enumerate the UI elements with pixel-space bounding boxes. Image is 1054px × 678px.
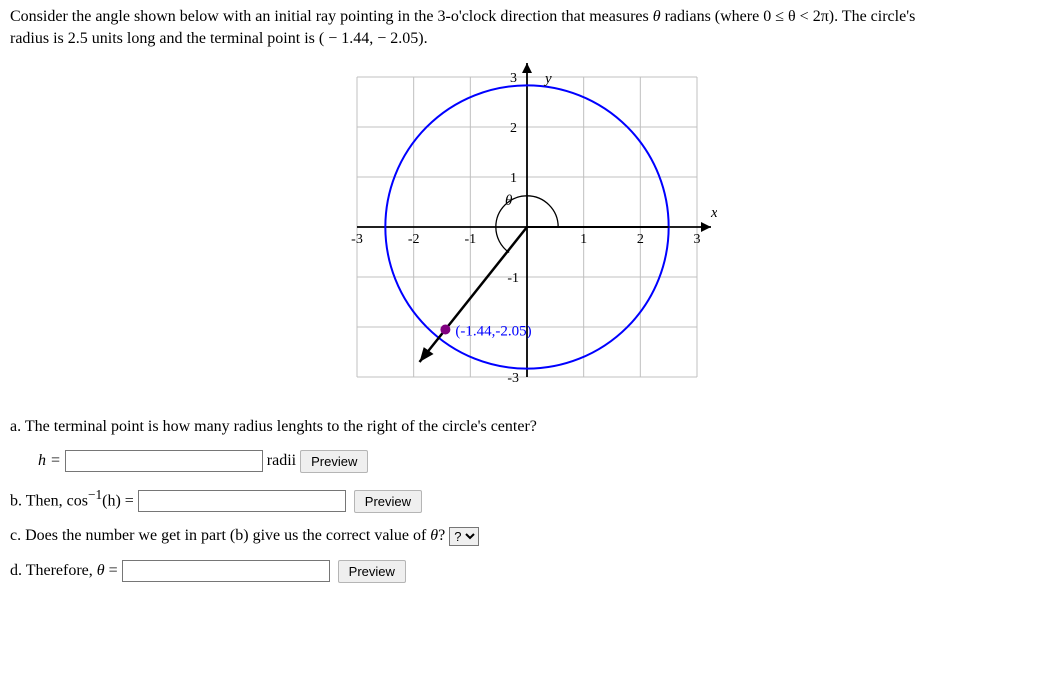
prompt-range: 0 ≤ θ < 2π [763,8,829,25]
svg-text:3: 3 [694,232,701,247]
svg-text:(-1.44,-2.05): (-1.44,-2.05) [455,323,531,339]
prompt-line1-pre: Consider the angle shown below with an i… [10,8,653,25]
qb-sup: −1 [88,487,102,502]
preview-button-d[interactable]: Preview [338,560,406,583]
prompt-line2: radius is 2.5 units long and the termina… [10,30,428,47]
prompt-line1-mid: radians (where [661,8,764,25]
qc-post: ? [438,527,449,544]
coordinate-figure: -3 -2 -1 1 2 3 3 2 1 -1 -3 x y θ (-1.44,-2.05) [337,57,717,397]
svg-text:1: 1 [510,171,517,186]
svg-text:-1: -1 [507,271,519,286]
svg-text:-2: -2 [408,232,420,247]
h-input[interactable] [65,450,263,472]
problem-statement: Consider the angle shown below with an i… [10,6,1044,51]
prompt-theta: θ [653,8,661,25]
qa-text: a. The terminal point is how many radius… [10,418,537,435]
svg-text:x: x [710,205,717,221]
preview-button-b[interactable]: Preview [354,490,422,513]
svg-text:2: 2 [510,121,517,136]
svg-text:3: 3 [510,71,517,86]
question-d: d. Therefore, θ = Preview [10,560,1044,583]
question-b: b. Then, cos−1(h) = Preview [10,487,1044,513]
qd-post: = [105,562,122,579]
qc-pre: c. Does the number we get in part (b) gi… [10,527,430,544]
question-a: a. The terminal point is how many radius… [10,418,1044,473]
preview-button-a[interactable]: Preview [300,450,368,473]
figure-container: -3 -2 -1 1 2 3 3 2 1 -1 -3 x y θ (-1.44,-2.05) [10,57,1044,402]
svg-text:2: 2 [637,232,644,247]
h-equals: h = [38,452,65,469]
svg-text:-3: -3 [507,371,519,386]
yes-no-select[interactable]: ? [449,527,479,546]
svg-text:-1: -1 [464,232,476,247]
qa-input-row: h = radii Preview [38,450,1044,473]
svg-text:y: y [543,71,552,87]
svg-text:1: 1 [580,232,587,247]
radii-label: radii [267,452,300,469]
qb-post: (h) = [102,492,138,509]
qd-theta: θ [97,562,105,579]
qb-pre: b. Then, cos [10,492,88,509]
prompt-line1-post: ). The circle's [829,8,916,25]
svg-text:θ: θ [505,193,513,209]
theta-input[interactable] [122,560,330,582]
svg-text:-3: -3 [351,232,363,247]
arccos-input[interactable] [138,490,346,512]
qd-pre: d. Therefore, [10,562,97,579]
question-c: c. Does the number we get in part (b) gi… [10,527,1044,546]
qc-theta: θ [430,527,438,544]
